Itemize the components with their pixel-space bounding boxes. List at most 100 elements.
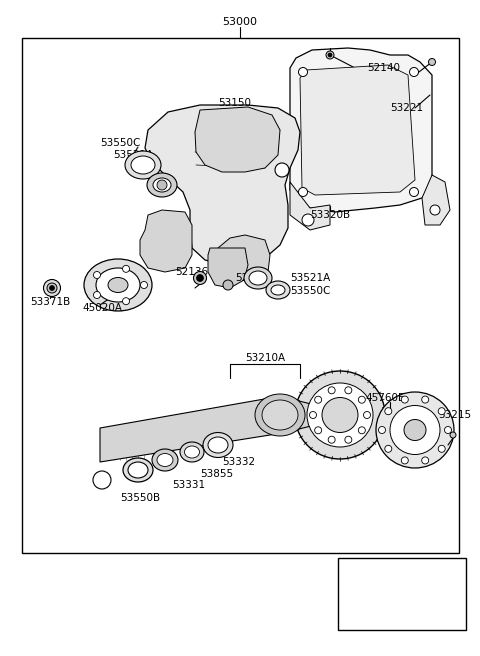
Circle shape (275, 163, 289, 177)
Text: 53221: 53221 (390, 103, 423, 113)
Ellipse shape (128, 462, 148, 478)
Circle shape (450, 432, 456, 438)
Ellipse shape (295, 371, 385, 459)
Circle shape (47, 283, 57, 293)
Circle shape (326, 51, 334, 59)
Text: 53210A: 53210A (245, 353, 285, 363)
Ellipse shape (390, 405, 440, 455)
Ellipse shape (125, 151, 161, 179)
Text: 53331: 53331 (172, 480, 205, 490)
Ellipse shape (262, 400, 298, 430)
Polygon shape (422, 175, 450, 225)
Ellipse shape (244, 267, 272, 289)
Circle shape (328, 53, 332, 57)
Circle shape (409, 68, 419, 77)
Text: 45020A: 45020A (82, 303, 122, 313)
Text: 53332: 53332 (222, 457, 255, 467)
Circle shape (359, 396, 365, 403)
Circle shape (379, 426, 385, 434)
Circle shape (157, 180, 167, 190)
Text: 53550C: 53550C (100, 138, 140, 148)
Circle shape (430, 205, 440, 215)
Circle shape (122, 298, 130, 304)
Text: 45760E: 45760E (365, 393, 405, 403)
Circle shape (94, 291, 100, 298)
Ellipse shape (157, 453, 173, 466)
Text: 53215: 53215 (438, 410, 471, 420)
Ellipse shape (404, 419, 426, 440)
Ellipse shape (152, 449, 178, 471)
Circle shape (385, 445, 392, 452)
Circle shape (299, 68, 308, 77)
Circle shape (429, 58, 435, 66)
Circle shape (141, 281, 147, 289)
Text: A: A (279, 165, 285, 174)
Circle shape (438, 407, 445, 415)
Ellipse shape (147, 173, 177, 197)
Circle shape (299, 188, 308, 197)
Ellipse shape (266, 281, 290, 299)
Text: 53150: 53150 (218, 98, 251, 108)
Ellipse shape (307, 383, 373, 447)
Circle shape (193, 272, 206, 285)
Ellipse shape (322, 398, 358, 432)
Circle shape (315, 427, 322, 434)
Polygon shape (100, 398, 315, 462)
Circle shape (93, 471, 111, 489)
Circle shape (422, 396, 429, 403)
Polygon shape (290, 182, 330, 230)
Ellipse shape (84, 259, 152, 311)
Circle shape (409, 188, 419, 197)
Ellipse shape (376, 392, 454, 468)
Polygon shape (145, 105, 300, 265)
Circle shape (223, 280, 233, 290)
Ellipse shape (271, 285, 285, 295)
Circle shape (422, 457, 429, 464)
Bar (338, 558, 466, 630)
Circle shape (49, 285, 55, 291)
Circle shape (385, 407, 392, 415)
Text: 52216: 52216 (235, 273, 268, 283)
Circle shape (310, 411, 316, 419)
Circle shape (359, 427, 365, 434)
Circle shape (438, 445, 445, 452)
Circle shape (122, 265, 130, 272)
Circle shape (363, 411, 371, 419)
Circle shape (345, 436, 352, 443)
Text: 53000: 53000 (223, 17, 257, 27)
Ellipse shape (123, 458, 153, 482)
Circle shape (401, 457, 408, 464)
Polygon shape (208, 248, 248, 288)
Circle shape (328, 436, 335, 443)
Polygon shape (218, 235, 270, 280)
Polygon shape (195, 107, 280, 172)
Polygon shape (290, 48, 432, 212)
Ellipse shape (108, 277, 128, 293)
Ellipse shape (184, 446, 200, 458)
Text: 52140: 52140 (367, 63, 400, 73)
Circle shape (444, 426, 452, 434)
Ellipse shape (131, 156, 155, 174)
Circle shape (302, 214, 314, 226)
Circle shape (345, 387, 352, 394)
Bar (22, 38, 459, 553)
Text: 1140FB: 1140FB (381, 563, 423, 573)
Text: 53320B: 53320B (310, 210, 350, 220)
Circle shape (44, 279, 60, 297)
Ellipse shape (249, 271, 267, 285)
Text: 53550C: 53550C (290, 286, 330, 296)
Polygon shape (300, 65, 415, 195)
Ellipse shape (96, 268, 140, 302)
Text: 53371B: 53371B (30, 297, 70, 307)
Text: 53521A: 53521A (113, 150, 153, 160)
Ellipse shape (203, 432, 233, 457)
Circle shape (328, 387, 335, 394)
Circle shape (94, 272, 100, 279)
Circle shape (401, 396, 408, 403)
Text: 52136: 52136 (175, 267, 208, 277)
Ellipse shape (153, 178, 171, 192)
Text: 53521A: 53521A (290, 273, 330, 283)
Ellipse shape (255, 394, 305, 436)
Circle shape (196, 274, 204, 281)
Polygon shape (140, 210, 192, 272)
